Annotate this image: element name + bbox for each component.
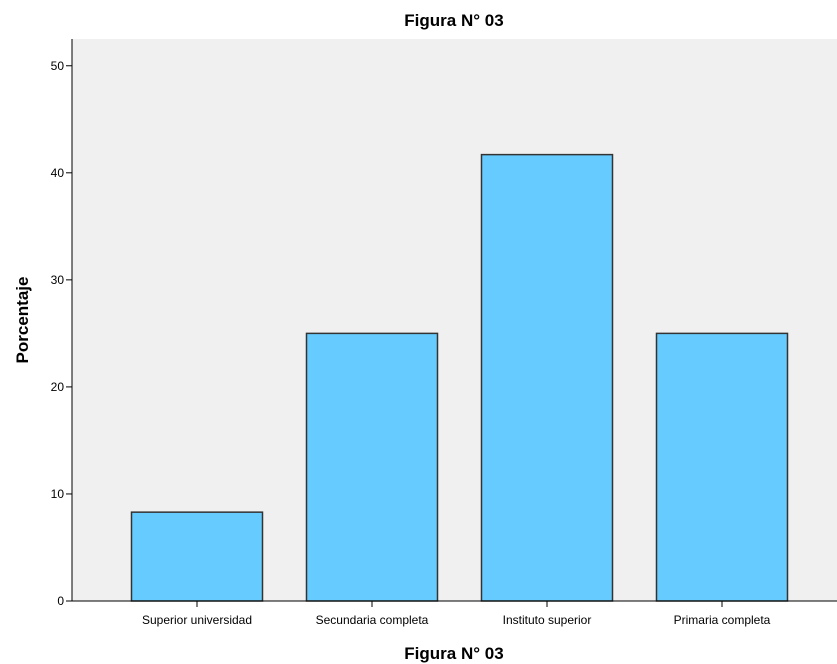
bar-instituto-superior	[480, 153, 614, 602]
y-tick-label: 30	[51, 273, 65, 287]
y-tick-label: 0	[57, 594, 64, 608]
x-tick-label: Primaria completa	[674, 613, 771, 627]
y-axis-ticks: 0 10 20 30 40 50	[51, 59, 72, 608]
bar-secundaria-completa	[305, 332, 439, 602]
bars-group	[130, 153, 789, 602]
chart-title: Figura N° 03	[404, 11, 503, 30]
y-tick-label: 10	[51, 487, 65, 501]
x-tick-label: Instituto superior	[503, 613, 592, 627]
x-axis-title: Figura N° 03	[404, 644, 503, 663]
x-tick-label: Secundaria completa	[316, 613, 429, 627]
x-axis-ticks: Superior universidad Secundaria completa I…	[142, 601, 771, 627]
y-tick-label: 20	[51, 380, 65, 394]
y-tick-label: 50	[51, 59, 65, 73]
x-tick-label: Superior universidad	[142, 613, 252, 627]
bar-superior-universidad	[130, 511, 264, 602]
y-tick-label: 40	[51, 166, 65, 180]
bar-primaria-completa	[655, 332, 789, 602]
y-axis-title: Porcentaje	[13, 277, 32, 364]
